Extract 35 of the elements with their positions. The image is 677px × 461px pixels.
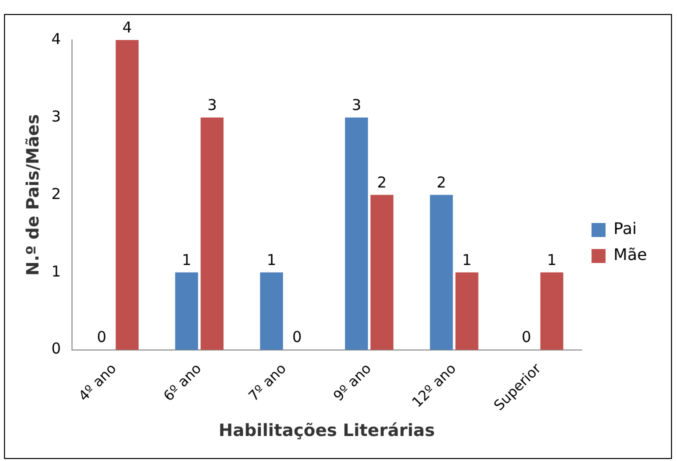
x-tick-label: 6º ano bbox=[160, 360, 205, 405]
data-label: 1 bbox=[182, 250, 192, 269]
data-label: 0 bbox=[96, 328, 106, 346]
x-tick-label: 7º ano bbox=[246, 360, 290, 405]
x-tick-label: 4º ano bbox=[76, 360, 120, 405]
y-tick-label: 1 bbox=[51, 262, 61, 280]
bar bbox=[370, 194, 394, 350]
data-label: 1 bbox=[266, 250, 276, 269]
bar bbox=[200, 117, 224, 350]
y-tick-label: 0 bbox=[51, 340, 61, 358]
bar bbox=[540, 272, 564, 350]
x-axis-title: Habilitações Literárias bbox=[218, 421, 435, 442]
bar bbox=[260, 272, 284, 350]
bar bbox=[430, 194, 453, 350]
data-label: 2 bbox=[436, 173, 446, 192]
data-label: 1 bbox=[462, 250, 472, 269]
data-label: 1 bbox=[547, 250, 557, 269]
y-tick-label: 3 bbox=[51, 107, 61, 126]
y-axis-title: N.º de Pais/Mães bbox=[24, 114, 44, 276]
bar bbox=[116, 40, 139, 350]
data-label: 0 bbox=[522, 328, 532, 346]
data-label: 0 bbox=[292, 328, 302, 346]
legend-label: Mãe bbox=[614, 245, 647, 264]
data-label: 3 bbox=[207, 96, 217, 114]
data-label: 2 bbox=[377, 173, 387, 192]
data-label: 3 bbox=[352, 96, 362, 114]
y-tick-label: 2 bbox=[51, 184, 61, 203]
bar bbox=[175, 272, 198, 350]
legend-label: Pai bbox=[614, 219, 637, 238]
x-tick-label: 9º ano bbox=[330, 360, 375, 405]
bar bbox=[345, 117, 368, 350]
data-label: 4 bbox=[122, 18, 132, 36]
bar bbox=[455, 272, 478, 350]
y-tick-label: 4 bbox=[51, 30, 61, 48]
x-tick-label: 12º ano bbox=[409, 360, 460, 411]
